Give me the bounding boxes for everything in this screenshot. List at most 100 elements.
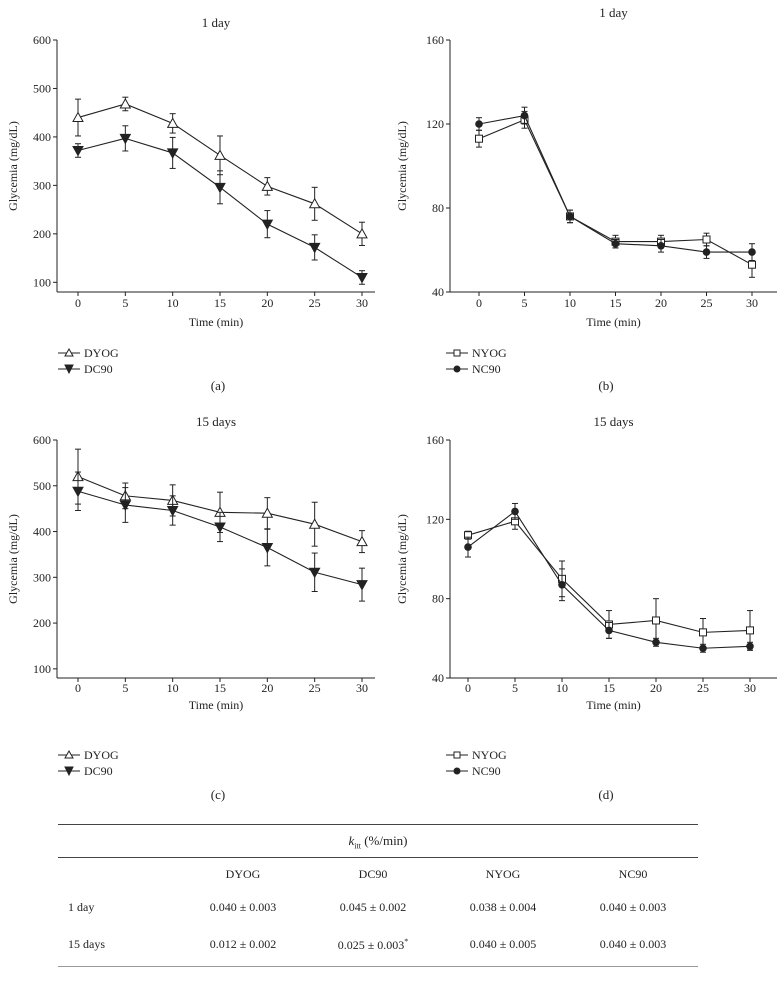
chart-title: 1 day [202, 15, 231, 30]
cell-value: 0.040 ± 0.005 [469, 937, 537, 951]
x-tick-label: 5 [122, 681, 128, 695]
data-point [566, 212, 574, 221]
data-point [356, 580, 368, 591]
x-tick-label: 15 [214, 296, 226, 310]
y-tick-label: 300 [33, 570, 51, 584]
panel-label-c: (c) [210, 787, 226, 802]
data-point [72, 111, 84, 123]
y-axis-label: Glycemia (mg/dL) [395, 514, 409, 604]
x-tick-label: 15 [610, 296, 622, 310]
cell-value: 0.012 ± 0.002 [209, 937, 277, 951]
chart-c: 15 days 100 200 300 400 500 600 0 5 10 15 20 25 30 Tim… [6, 414, 375, 712]
x-tick-label: 10 [167, 681, 179, 695]
table-cell: 0.012 ± 0.002 [178, 937, 308, 952]
y-tick-label: 160 [426, 433, 444, 447]
data-point [308, 567, 321, 579]
data-point [657, 242, 665, 250]
data-point [166, 117, 179, 128]
data-point [356, 272, 368, 284]
x-tick-label: 0 [75, 681, 81, 695]
y-tick-label: 80 [432, 201, 444, 215]
table-cell: 0.040 ± 0.003 [568, 937, 698, 952]
data-point [166, 505, 179, 517]
x-axis-label: Time (min) [586, 315, 641, 329]
chart-title: 15 days [593, 414, 633, 429]
data-point [746, 626, 754, 635]
cell-value: 0.040 ± 0.003 [599, 937, 667, 951]
data-point [261, 219, 274, 231]
y-axis-label: Glycemia (mg/dL) [6, 121, 20, 211]
y-tick-label: 100 [33, 275, 51, 289]
y-axis-label: Glycemia (mg/dL) [395, 121, 409, 211]
data-point [72, 145, 84, 157]
legend-label: DC90 [84, 361, 113, 376]
series-dyog [72, 96, 368, 246]
row-label: 1 day [68, 900, 95, 914]
data-point [214, 182, 226, 194]
chart-b: 1 day 40 80 120 160 0 5 10 15 20 25 30 Time (min) Gly… [395, 5, 777, 329]
data-point [605, 626, 613, 635]
data-point [214, 149, 226, 160]
data-point [558, 580, 566, 589]
significance-marker: * [404, 936, 409, 946]
data-point [308, 197, 321, 209]
filled-circle-icon [446, 767, 468, 775]
x-tick-label: 25 [309, 681, 321, 695]
x-tick-label: 10 [167, 296, 179, 310]
data-point [356, 535, 368, 547]
data-point [261, 507, 274, 518]
chart-d: 15 days 40 80 120 160 0 5 10 15 20 25 30 Time (min) G… [395, 414, 777, 712]
legend-label: NYOG [472, 747, 507, 762]
data-point [652, 638, 660, 647]
table-cell: 0.040 ± 0.003 [178, 900, 308, 915]
y-tick-label: 80 [432, 592, 444, 606]
x-tick-label: 0 [75, 296, 81, 310]
x-tick-label: 30 [744, 681, 756, 695]
table-header-row: DYOG DC90 NYOG NC90 [58, 859, 698, 889]
table-row: 1 day 0.040 ± 0.003 0.045 ± 0.002 0.038 … [58, 889, 698, 926]
column-header: NC90 [618, 866, 648, 881]
y-tick-label: 400 [33, 130, 51, 144]
y-tick-label: 500 [33, 479, 51, 493]
series-nc90 [464, 502, 754, 653]
data-point [748, 260, 756, 269]
y-axis-label: Glycemia (mg/dL) [6, 514, 20, 604]
data-point [464, 543, 472, 551]
data-point [520, 111, 529, 120]
series-nc90 [475, 106, 756, 261]
data-point [308, 242, 321, 254]
table-rule [58, 857, 698, 858]
series-dc90 [72, 471, 368, 602]
data-point [702, 235, 711, 244]
title-subscript: itt [354, 841, 361, 851]
panel-label-b: (b) [598, 378, 614, 393]
y-tick-label: 200 [33, 616, 51, 630]
title-unit: (%/min) [364, 833, 408, 848]
open-triangle-icon [58, 749, 80, 759]
data-point [699, 644, 707, 653]
y-tick-label: 400 [33, 525, 51, 539]
y-tick-label: 40 [432, 671, 444, 685]
y-tick-label: 600 [33, 33, 51, 47]
panel-label-d: (d) [598, 787, 614, 802]
legend-label: NYOG [472, 345, 507, 360]
legend-d: NYOG NC90 [446, 747, 507, 779]
filled-down-triangle-icon [58, 364, 80, 375]
data-point [119, 133, 132, 145]
title-variable: k [348, 833, 355, 848]
y-tick-label: 120 [426, 512, 444, 526]
data-point [652, 616, 660, 625]
y-tick-label: 200 [33, 227, 51, 241]
y-tick-label: 40 [432, 285, 444, 299]
data-point [119, 97, 132, 109]
x-tick-label: 20 [655, 296, 667, 310]
data-point [699, 628, 707, 637]
data-point [214, 522, 226, 533]
y-tick-label: 600 [33, 433, 51, 447]
table-rule [58, 966, 698, 967]
legend-item: NC90 [446, 763, 507, 779]
legend-c: DYOG DC90 [58, 747, 119, 779]
cell-value: 0.025 ± 0.003 [337, 937, 405, 952]
y-tick-label: 120 [426, 117, 444, 131]
legend-label: NC90 [472, 763, 501, 778]
